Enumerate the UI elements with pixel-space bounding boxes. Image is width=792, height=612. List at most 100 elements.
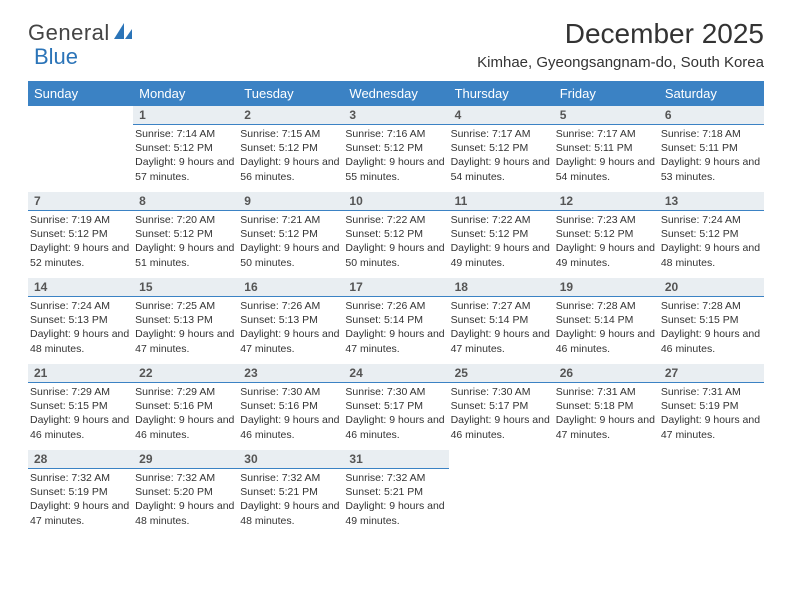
calendar-cell: 6Sunrise: 7:18 AMSunset: 5:11 PMDaylight… [659, 106, 764, 192]
day-info: Sunrise: 7:24 AMSunset: 5:12 PMDaylight:… [659, 211, 764, 270]
day-info: Sunrise: 7:17 AMSunset: 5:11 PMDaylight:… [554, 125, 659, 184]
day-number: 27 [659, 364, 764, 383]
calendar-table: SundayMondayTuesdayWednesdayThursdayFrid… [28, 81, 764, 536]
day-info: Sunrise: 7:32 AMSunset: 5:21 PMDaylight:… [238, 469, 343, 528]
weekday-header: Wednesday [343, 81, 448, 106]
calendar-cell: 29Sunrise: 7:32 AMSunset: 5:20 PMDayligh… [133, 450, 238, 536]
day-info: Sunrise: 7:28 AMSunset: 5:14 PMDaylight:… [554, 297, 659, 356]
day-number: 10 [343, 192, 448, 211]
day-number: 1 [133, 106, 238, 125]
calendar-cell: 1Sunrise: 7:14 AMSunset: 5:12 PMDaylight… [133, 106, 238, 192]
day-info: Sunrise: 7:22 AMSunset: 5:12 PMDaylight:… [343, 211, 448, 270]
calendar-cell: 10Sunrise: 7:22 AMSunset: 5:12 PMDayligh… [343, 192, 448, 278]
day-info: Sunrise: 7:29 AMSunset: 5:16 PMDaylight:… [133, 383, 238, 442]
calendar-cell: 27Sunrise: 7:31 AMSunset: 5:19 PMDayligh… [659, 364, 764, 450]
day-info: Sunrise: 7:24 AMSunset: 5:13 PMDaylight:… [28, 297, 133, 356]
weekday-header: Friday [554, 81, 659, 106]
logo-text-blue: Blue [34, 44, 78, 70]
day-number: 5 [554, 106, 659, 125]
calendar-cell: 30Sunrise: 7:32 AMSunset: 5:21 PMDayligh… [238, 450, 343, 536]
calendar-cell: 14Sunrise: 7:24 AMSunset: 5:13 PMDayligh… [28, 278, 133, 364]
day-number: 28 [28, 450, 133, 469]
calendar-cell: 11Sunrise: 7:22 AMSunset: 5:12 PMDayligh… [449, 192, 554, 278]
weekday-header: Saturday [659, 81, 764, 106]
day-number: 25 [449, 364, 554, 383]
calendar-cell: 26Sunrise: 7:31 AMSunset: 5:18 PMDayligh… [554, 364, 659, 450]
day-number: 31 [343, 450, 448, 469]
day-info: Sunrise: 7:31 AMSunset: 5:18 PMDaylight:… [554, 383, 659, 442]
calendar-cell [659, 450, 764, 536]
calendar-cell [554, 450, 659, 536]
day-info: Sunrise: 7:19 AMSunset: 5:12 PMDaylight:… [28, 211, 133, 270]
day-number: 8 [133, 192, 238, 211]
calendar-week-row: 1Sunrise: 7:14 AMSunset: 5:12 PMDaylight… [28, 106, 764, 192]
calendar-cell: 7Sunrise: 7:19 AMSunset: 5:12 PMDaylight… [28, 192, 133, 278]
day-number: 12 [554, 192, 659, 211]
day-number: 9 [238, 192, 343, 211]
calendar-cell: 18Sunrise: 7:27 AMSunset: 5:14 PMDayligh… [449, 278, 554, 364]
calendar-body: 1Sunrise: 7:14 AMSunset: 5:12 PMDaylight… [28, 106, 764, 536]
calendar-cell: 5Sunrise: 7:17 AMSunset: 5:11 PMDaylight… [554, 106, 659, 192]
logo-text-general: General [28, 20, 110, 46]
weekday-header: Sunday [28, 81, 133, 106]
day-info: Sunrise: 7:30 AMSunset: 5:17 PMDaylight:… [449, 383, 554, 442]
calendar-week-row: 14Sunrise: 7:24 AMSunset: 5:13 PMDayligh… [28, 278, 764, 364]
day-info: Sunrise: 7:30 AMSunset: 5:17 PMDaylight:… [343, 383, 448, 442]
day-info: Sunrise: 7:32 AMSunset: 5:21 PMDaylight:… [343, 469, 448, 528]
calendar-cell: 12Sunrise: 7:23 AMSunset: 5:12 PMDayligh… [554, 192, 659, 278]
calendar-cell: 17Sunrise: 7:26 AMSunset: 5:14 PMDayligh… [343, 278, 448, 364]
calendar-cell: 8Sunrise: 7:20 AMSunset: 5:12 PMDaylight… [133, 192, 238, 278]
calendar-cell [449, 450, 554, 536]
day-number: 13 [659, 192, 764, 211]
day-number: 2 [238, 106, 343, 125]
day-number: 16 [238, 278, 343, 297]
day-info: Sunrise: 7:18 AMSunset: 5:11 PMDaylight:… [659, 125, 764, 184]
day-info: Sunrise: 7:25 AMSunset: 5:13 PMDaylight:… [133, 297, 238, 356]
day-number: 11 [449, 192, 554, 211]
weekday-header-row: SundayMondayTuesdayWednesdayThursdayFrid… [28, 81, 764, 106]
day-info: Sunrise: 7:32 AMSunset: 5:20 PMDaylight:… [133, 469, 238, 528]
day-number: 18 [449, 278, 554, 297]
day-info: Sunrise: 7:31 AMSunset: 5:19 PMDaylight:… [659, 383, 764, 442]
day-number: 20 [659, 278, 764, 297]
day-info: Sunrise: 7:15 AMSunset: 5:12 PMDaylight:… [238, 125, 343, 184]
calendar-cell: 21Sunrise: 7:29 AMSunset: 5:15 PMDayligh… [28, 364, 133, 450]
header: General December 2025 Kimhae, Gyeongsang… [28, 18, 764, 71]
day-number: 15 [133, 278, 238, 297]
calendar-cell: 31Sunrise: 7:32 AMSunset: 5:21 PMDayligh… [343, 450, 448, 536]
day-number: 3 [343, 106, 448, 125]
calendar-week-row: 28Sunrise: 7:32 AMSunset: 5:19 PMDayligh… [28, 450, 764, 536]
day-number: 14 [28, 278, 133, 297]
calendar-cell: 25Sunrise: 7:30 AMSunset: 5:17 PMDayligh… [449, 364, 554, 450]
day-info: Sunrise: 7:26 AMSunset: 5:14 PMDaylight:… [343, 297, 448, 356]
day-number: 21 [28, 364, 133, 383]
day-info: Sunrise: 7:26 AMSunset: 5:13 PMDaylight:… [238, 297, 343, 356]
day-number: 7 [28, 192, 133, 211]
location-label: Kimhae, Gyeongsangnam-do, South Korea [477, 54, 764, 71]
day-number: 23 [238, 364, 343, 383]
calendar-page: General December 2025 Kimhae, Gyeongsang… [0, 0, 792, 556]
calendar-week-row: 21Sunrise: 7:29 AMSunset: 5:15 PMDayligh… [28, 364, 764, 450]
calendar-cell [28, 106, 133, 192]
weekday-header: Monday [133, 81, 238, 106]
day-info: Sunrise: 7:21 AMSunset: 5:12 PMDaylight:… [238, 211, 343, 270]
day-number: 26 [554, 364, 659, 383]
day-number: 29 [133, 450, 238, 469]
calendar-cell: 23Sunrise: 7:30 AMSunset: 5:16 PMDayligh… [238, 364, 343, 450]
calendar-cell: 19Sunrise: 7:28 AMSunset: 5:14 PMDayligh… [554, 278, 659, 364]
day-number: 4 [449, 106, 554, 125]
calendar-cell: 13Sunrise: 7:24 AMSunset: 5:12 PMDayligh… [659, 192, 764, 278]
calendar-cell: 20Sunrise: 7:28 AMSunset: 5:15 PMDayligh… [659, 278, 764, 364]
weekday-header: Thursday [449, 81, 554, 106]
day-number: 17 [343, 278, 448, 297]
day-info: Sunrise: 7:22 AMSunset: 5:12 PMDaylight:… [449, 211, 554, 270]
day-number: 30 [238, 450, 343, 469]
calendar-week-row: 7Sunrise: 7:19 AMSunset: 5:12 PMDaylight… [28, 192, 764, 278]
calendar-cell: 2Sunrise: 7:15 AMSunset: 5:12 PMDaylight… [238, 106, 343, 192]
day-info: Sunrise: 7:23 AMSunset: 5:12 PMDaylight:… [554, 211, 659, 270]
day-info: Sunrise: 7:28 AMSunset: 5:15 PMDaylight:… [659, 297, 764, 356]
day-number: 22 [133, 364, 238, 383]
calendar-cell: 24Sunrise: 7:30 AMSunset: 5:17 PMDayligh… [343, 364, 448, 450]
day-info: Sunrise: 7:32 AMSunset: 5:19 PMDaylight:… [28, 469, 133, 528]
calendar-cell: 9Sunrise: 7:21 AMSunset: 5:12 PMDaylight… [238, 192, 343, 278]
